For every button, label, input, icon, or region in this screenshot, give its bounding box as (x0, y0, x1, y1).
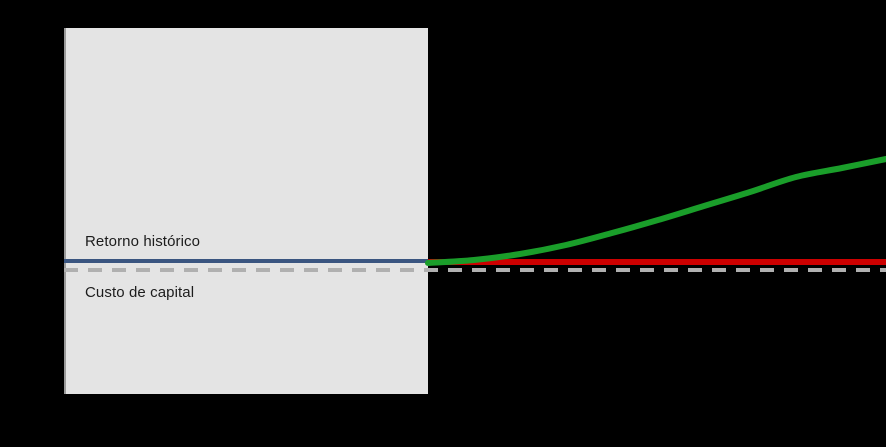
historical-return-label: Retorno histórico (85, 233, 201, 250)
historical-period-panel (64, 28, 428, 394)
growth-projection-curve (425, 156, 886, 266)
cost-of-capital-label: Custo de capital (85, 284, 195, 301)
